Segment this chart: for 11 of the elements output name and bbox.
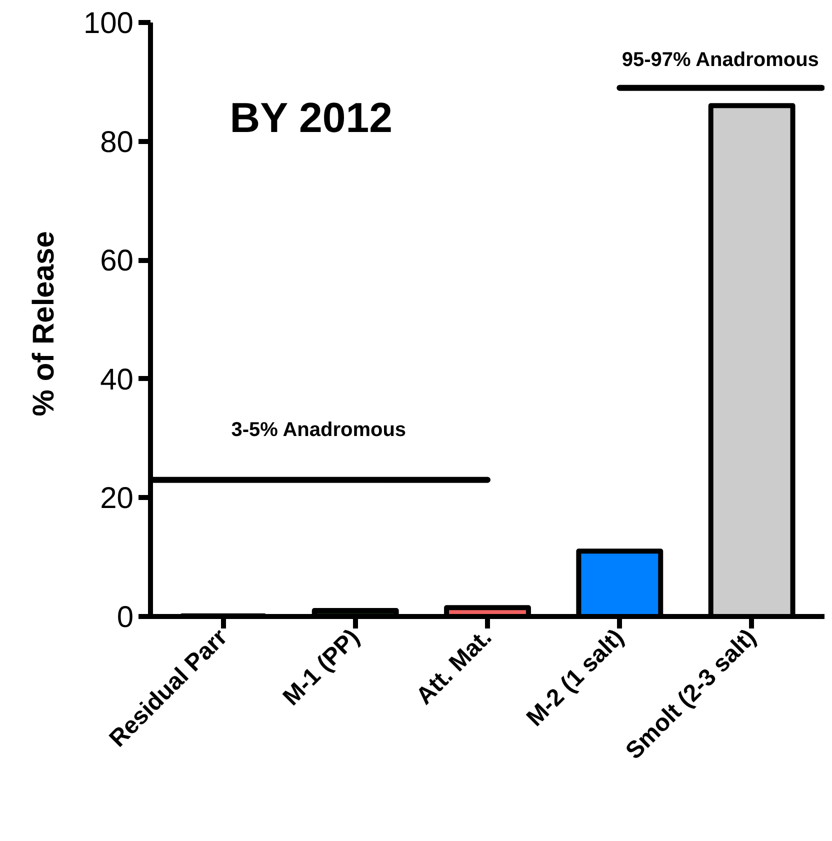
y-tick-label: 40 bbox=[100, 363, 134, 396]
text: BY 2012 bbox=[230, 94, 392, 142]
y-axis-title: % of Release bbox=[27, 231, 60, 416]
y-tick-label: 20 bbox=[100, 482, 134, 516]
y-tick-label: 60 bbox=[100, 244, 134, 278]
ref-line-label: 3-5% Anadromous bbox=[231, 418, 406, 441]
y-tick-label: 80 bbox=[100, 126, 134, 159]
ref-line-label: 95-97% Anadromous bbox=[622, 48, 819, 71]
y-tick-label: 100 bbox=[83, 7, 134, 40]
x-tick-label: Att. Mat. bbox=[411, 624, 498, 710]
y-tick-label: 0 bbox=[116, 601, 134, 634]
